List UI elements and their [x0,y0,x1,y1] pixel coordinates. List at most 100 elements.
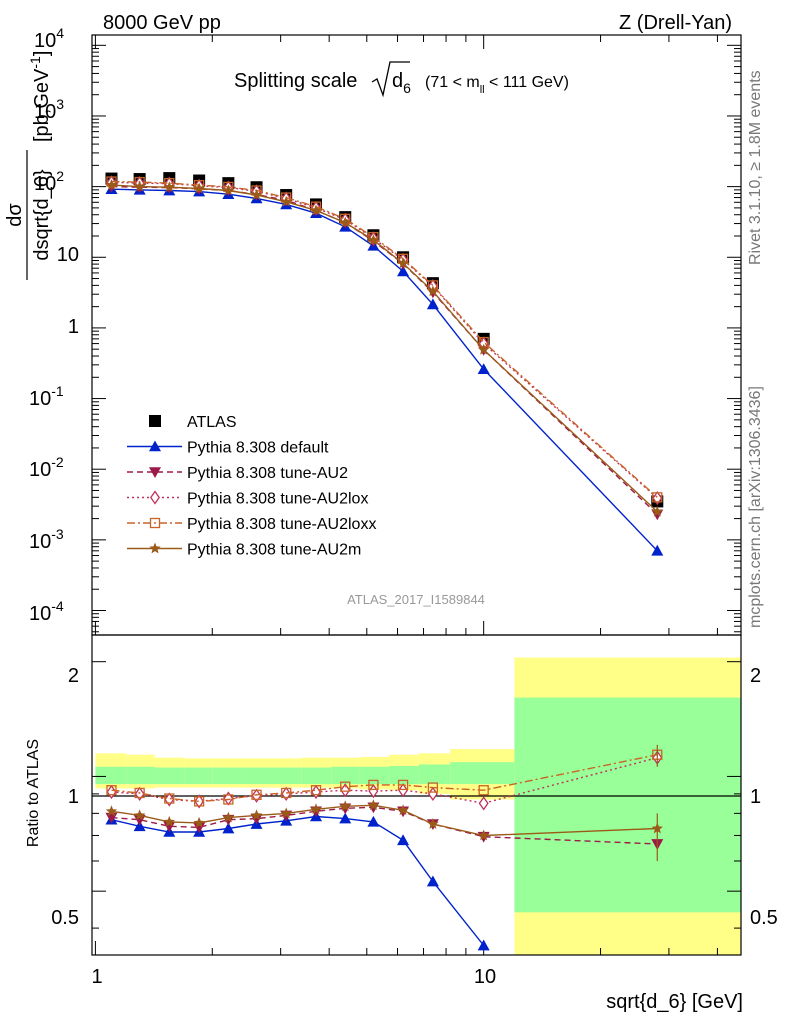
legend-label: Pythia 8.308 tune-AU2 [187,465,348,482]
inner-band-bin [243,767,273,785]
ratio-point [339,800,351,812]
ratio-tick-1-left: 1 [68,786,79,808]
inner-band-bin [301,767,332,785]
data-point [250,189,263,200]
ratio-point [193,822,206,834]
ratio-point [164,793,175,804]
data-point [651,505,663,517]
y-tick-label-10: 10 [57,244,79,266]
legend-label: Pythia 8.308 tune-AU2loxx [187,516,376,533]
ratio-uncertainty-bands [95,657,741,955]
ratio-point [310,785,322,796]
data-point [652,490,663,506]
legend-marker [150,490,160,505]
data-point [163,181,175,193]
legend-label: Pythia 8.308 tune-AU2lox [187,491,368,508]
ratio-point [281,787,292,799]
y-tick-label-1e-2: 10-2 [29,454,64,481]
ratio-point [426,875,439,887]
ratio-point [397,834,410,846]
data-point [477,363,490,375]
ratio-series-pythia-8-308-default [105,810,490,951]
data-point [478,343,490,355]
ratio-point [105,805,118,817]
series-line [111,181,658,499]
y-tick-label-1e-1: 10-1 [29,383,64,410]
legend-marker [149,415,161,427]
data-point [652,492,663,503]
legend-label: ATLAS [187,414,237,431]
series-line [111,188,658,552]
data-point [339,216,351,228]
ratio-point [133,814,146,826]
inner-band-bin [184,767,213,785]
data-point [310,204,322,216]
ratio-point [339,812,352,824]
ratio-point [478,796,489,811]
sqrt-symbol [371,61,410,98]
inner-band-bin [126,766,155,785]
ratio-point [193,816,205,828]
ratio-tick-2-left: 2 [68,665,79,687]
analysis-id: ATLAS_2017_I1589844 [347,592,485,607]
ratio-point [163,815,175,827]
inner-band-bin [514,697,741,913]
ratio-point [222,822,235,834]
ratio-point [163,821,176,833]
ylabel-numerator: dσ [4,203,26,227]
header-process: Z (Drell-Yan) [619,12,732,34]
data-point [427,285,439,297]
legend-marker [149,517,161,529]
data-point [367,234,380,245]
legend-marker [149,467,161,478]
data-point [397,257,409,269]
legend-marker [149,440,161,452]
ratio-point [397,804,409,816]
title-main: Splitting scale [234,70,357,92]
inner-band-bin [212,767,244,785]
ratio-point [194,794,205,809]
legend: ATLAS Pythia 8.308 default Pythia 8.308 tu… [127,414,376,559]
data-point [280,195,292,207]
data-point [105,179,118,190]
legend-entry: Pythia 8.308 tune-AU2lox [127,490,368,508]
data-point [651,544,664,556]
y-tick-label-1: 1 [68,316,79,338]
ratio-point [367,799,380,811]
inner-band-bin [95,766,127,785]
ratio-point [340,781,351,792]
ratio-tick-2-right: 2 [750,665,761,687]
legend-entry: Pythia 8.308 tune-AU2 [127,465,348,482]
data-point [133,180,146,192]
ratio-panel-frame [91,634,742,956]
ratio-point [222,811,235,823]
inner-band-bin [388,766,419,785]
main-panel-series [105,172,664,556]
ratio-point [223,794,234,805]
ratio-point [250,813,263,825]
plot-title: Splitting scale d6 (71 < mll < 111 GeV) [234,61,569,98]
legend-entry: Pythia 8.308 tune-AU2m [127,542,361,559]
series-atlas [105,172,664,508]
ylabel-units: [pb,GeV-1] [27,51,53,142]
ratio-point [106,785,117,796]
main-y-axis-label: dσ dsqrt{d_6} [pb,GeV-1] [4,51,53,280]
ratio-point [340,783,351,798]
y-tick-label-1e4: 104 [34,25,64,52]
ratio-point [193,796,205,807]
rivet-label: Rivet 3.1.10, ≥ 1.8M events [747,70,764,265]
legend-label: Pythia 8.308 tune-AU2m [187,542,361,559]
ratio-point [398,783,409,798]
ylabel-denominator: dsqrt{d_6} [31,169,53,261]
ratio-point [427,818,439,829]
ratio-point [310,803,322,815]
data-point [651,509,664,521]
data-point [426,298,439,310]
legend-entry: Pythia 8.308 default [127,440,329,457]
data-point [222,184,235,196]
mcplots-label: mcplots.cern.ch [arXiv:1306.3436] [747,386,764,628]
x-tick-labels: 1 10 [91,966,496,988]
title-mass-range: (71 < mll < 111 GeV) [425,74,569,96]
ratio-point [134,787,145,799]
inner-band-bin [272,767,302,785]
